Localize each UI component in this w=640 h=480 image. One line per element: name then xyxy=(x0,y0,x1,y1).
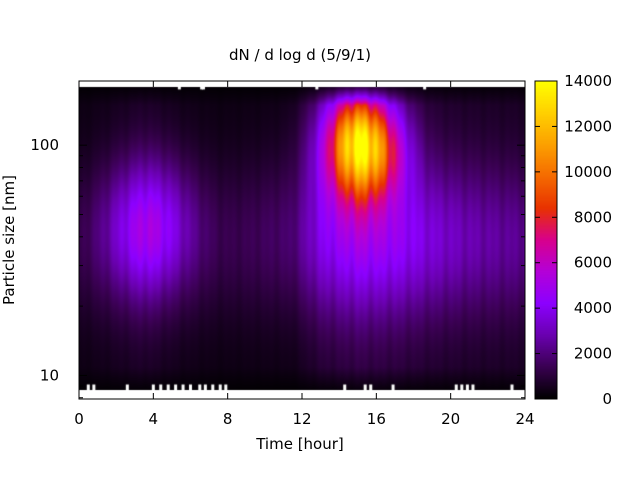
x-tick-label: 24 xyxy=(515,410,534,428)
x-tick-label: 12 xyxy=(292,410,311,428)
x-tick-label: 8 xyxy=(223,410,233,428)
y-axis: 10 100 xyxy=(30,136,525,399)
colorbar-tick-label: 4000 xyxy=(574,299,612,317)
colorbar-tick-label: 14000 xyxy=(564,72,612,90)
heatmap-canvas xyxy=(79,81,525,399)
x-axis: 0 4 8 12 16 20 24 xyxy=(74,81,535,428)
x-tick-label: 4 xyxy=(149,410,159,428)
heatmap-plot-area xyxy=(78,80,526,400)
chart-title: dN / d log d (5/9/1) xyxy=(229,46,371,64)
colorbar-gradient xyxy=(535,81,557,399)
x-axis-label: Time [hour] xyxy=(255,435,344,453)
colorbar-axis: 0 2000 4000 6000 8000 10000 12000 14000 xyxy=(535,72,612,408)
colorbar-frame xyxy=(534,80,558,400)
x-tick-label: 20 xyxy=(441,410,460,428)
colorbar-tick-label: 12000 xyxy=(564,117,612,135)
colorbar-tick-label: 6000 xyxy=(574,254,612,272)
x-tick-label: 0 xyxy=(74,410,84,428)
colorbar: 0 2000 4000 6000 8000 10000 12000 14000 xyxy=(534,72,612,408)
x-tick-label: 16 xyxy=(367,410,386,428)
colorbar-tick-label: 0 xyxy=(602,390,612,408)
y-tick-label: 10 xyxy=(40,366,59,384)
y-axis-label: Particle size [nm] xyxy=(0,175,18,305)
y-tick-label: 100 xyxy=(30,136,59,154)
colorbar-tick-label: 2000 xyxy=(574,345,612,363)
colorbar-tick-label: 8000 xyxy=(574,208,612,226)
colorbar-tick-label: 10000 xyxy=(564,163,612,181)
